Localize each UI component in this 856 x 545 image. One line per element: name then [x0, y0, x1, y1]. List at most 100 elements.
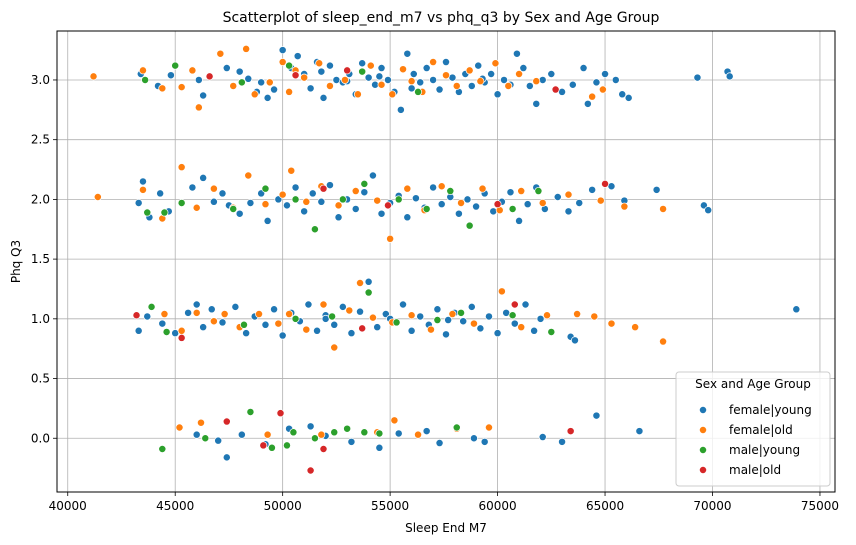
data-point	[575, 199, 584, 207]
data-point	[261, 184, 270, 193]
legend-items: female|young female|old male|young male|old	[699, 403, 812, 477]
data-point	[237, 78, 246, 87]
data-point	[334, 201, 343, 210]
data-point	[319, 93, 328, 102]
data-point	[360, 428, 369, 437]
data-point	[493, 200, 502, 209]
data-point	[620, 202, 629, 211]
data-point	[457, 308, 465, 317]
data-point	[222, 453, 231, 462]
data-point	[429, 76, 438, 84]
chart-title: Scatterplot of sleep_end_m7 vs phq_q3 by…	[223, 10, 660, 26]
data-point	[388, 90, 397, 99]
data-point	[368, 171, 377, 180]
data-point	[319, 445, 328, 453]
data-point	[194, 103, 203, 112]
legend-marker	[699, 466, 707, 474]
data-point	[325, 61, 334, 70]
data-point	[543, 311, 551, 320]
data-point	[538, 433, 547, 442]
data-point	[364, 277, 373, 286]
data-point	[188, 66, 197, 75]
data-point	[192, 308, 201, 317]
y-tick-label: 3.0	[31, 73, 50, 87]
legend-title: Sex and Age Group	[695, 377, 811, 391]
data-point	[158, 445, 167, 453]
data-point	[300, 73, 309, 82]
data-point	[207, 305, 216, 314]
data-point	[547, 70, 556, 78]
data-point	[89, 72, 98, 81]
data-point	[403, 184, 412, 193]
data-point	[302, 197, 311, 206]
data-point	[693, 73, 702, 82]
data-point	[197, 418, 205, 427]
x-tick-label: 55000	[371, 499, 409, 513]
data-point	[222, 64, 231, 72]
data-point	[158, 84, 167, 93]
data-point	[263, 93, 272, 102]
data-point	[156, 189, 165, 198]
data-point	[177, 83, 186, 92]
data-point	[139, 185, 147, 194]
series-male-old	[132, 66, 609, 475]
legend: Sex and Age Group female|young female|old…	[675, 371, 831, 487]
data-point	[414, 430, 423, 439]
data-point	[377, 64, 386, 72]
data-point	[214, 436, 223, 445]
data-point	[263, 216, 272, 225]
data-point	[403, 49, 412, 58]
data-point	[306, 466, 315, 475]
data-point	[377, 80, 386, 89]
legend-marker	[699, 446, 707, 454]
data-point	[394, 429, 403, 438]
data-point	[319, 300, 328, 309]
data-point	[508, 311, 517, 320]
data-point	[437, 200, 446, 209]
data-point	[334, 213, 343, 222]
data-point	[147, 302, 156, 311]
data-point	[384, 201, 392, 210]
data-point	[472, 202, 481, 211]
data-point	[463, 195, 472, 204]
data-point	[158, 319, 167, 328]
data-point	[330, 343, 339, 352]
data-point	[360, 188, 369, 197]
data-point	[209, 317, 218, 326]
data-point	[325, 81, 334, 90]
data-point	[338, 195, 347, 204]
data-point	[218, 189, 227, 198]
data-point	[347, 329, 356, 338]
data-point	[246, 408, 255, 416]
data-point	[590, 312, 599, 321]
data-point	[384, 76, 392, 84]
data-point	[220, 310, 229, 318]
data-point	[573, 310, 582, 318]
data-point	[162, 328, 171, 336]
series-female-young	[134, 46, 801, 462]
data-point	[532, 99, 541, 108]
data-point	[521, 300, 530, 309]
data-point	[442, 71, 450, 80]
data-point	[538, 76, 547, 84]
data-point	[188, 183, 197, 192]
data-point	[517, 323, 526, 332]
data-point	[216, 49, 225, 58]
data-point	[512, 49, 521, 58]
data-point	[134, 199, 143, 207]
data-point	[177, 326, 186, 335]
data-point	[635, 427, 644, 436]
data-point	[347, 437, 356, 446]
legend-label: male|young	[729, 443, 800, 457]
data-point	[364, 73, 373, 82]
data-point	[568, 80, 577, 89]
data-point	[304, 300, 313, 309]
data-point	[403, 213, 412, 222]
legend-marker	[699, 426, 707, 434]
data-point	[278, 190, 287, 199]
data-point	[422, 427, 431, 436]
data-point	[143, 312, 152, 321]
data-point	[442, 58, 450, 67]
data-point	[201, 434, 210, 443]
data-point	[177, 199, 186, 207]
